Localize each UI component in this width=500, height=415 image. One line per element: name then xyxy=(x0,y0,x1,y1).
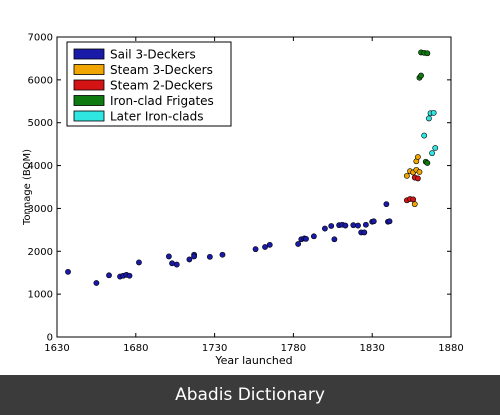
data-point xyxy=(219,251,226,258)
data-point xyxy=(426,115,432,122)
data-point xyxy=(424,160,431,166)
scatter-chart: 0 1000 2000 3000 4000 5000 6000 7000 1630 1680 17… xyxy=(22,33,464,368)
x-axis-label: Year launched xyxy=(214,354,292,367)
y-tick-label: 7000 xyxy=(28,33,53,44)
y-tick-label: 1000 xyxy=(28,290,53,301)
data-points xyxy=(65,49,439,286)
data-point xyxy=(415,154,421,160)
data-point xyxy=(191,253,198,260)
data-point xyxy=(331,236,338,243)
y-tick-label: 5000 xyxy=(28,118,53,129)
y-axis-label: Tonnage (BOM) xyxy=(22,149,33,226)
legend-swatch xyxy=(73,95,105,106)
data-point xyxy=(430,109,437,116)
data-point xyxy=(310,233,317,240)
legend-label: Iron-clad Frigates xyxy=(110,94,214,108)
legend-label: Steam 3-Deckers xyxy=(110,63,213,77)
x-tick-label: 1730 xyxy=(202,343,227,354)
x-tick-label: 1880 xyxy=(438,343,463,354)
x-tick-label: 1680 xyxy=(123,343,148,354)
y-axis: 0 1000 2000 3000 4000 5000 6000 7000 xyxy=(28,33,451,344)
y-tick-label: 4000 xyxy=(28,161,53,172)
data-point xyxy=(136,259,142,266)
data-point xyxy=(424,50,431,57)
data-point xyxy=(262,244,268,250)
data-point xyxy=(342,222,349,229)
x-axis: 1630 1680 1730 1780 1830 1880 xyxy=(44,37,464,354)
legend-swatch xyxy=(73,48,105,60)
legend-label: Later Iron-clads xyxy=(110,110,204,124)
data-point xyxy=(169,260,175,267)
data-point xyxy=(126,272,133,279)
data-point xyxy=(328,223,335,229)
data-point xyxy=(418,72,424,79)
data-point xyxy=(416,169,423,175)
data-point xyxy=(350,222,357,229)
legend-label: Sail 3-Deckers xyxy=(110,48,196,62)
data-point xyxy=(370,218,377,225)
data-point xyxy=(421,132,428,139)
data-point xyxy=(361,229,368,236)
data-point xyxy=(206,253,213,260)
data-point xyxy=(386,218,393,225)
x-tick-label: 1780 xyxy=(281,343,306,354)
data-point xyxy=(415,175,421,182)
y-tick-label: 3000 xyxy=(28,204,53,215)
footer-banner: Abadis Dictionary xyxy=(0,375,500,415)
data-point xyxy=(303,235,309,242)
data-point xyxy=(411,201,418,208)
data-point xyxy=(362,221,369,228)
data-point xyxy=(106,272,112,279)
data-point xyxy=(432,145,439,151)
y-tick-label: 6000 xyxy=(28,75,53,86)
data-point xyxy=(186,256,193,263)
data-point xyxy=(173,261,180,268)
data-point xyxy=(252,246,259,253)
data-point xyxy=(266,241,273,248)
legend-swatch xyxy=(73,110,105,122)
data-point xyxy=(410,196,417,203)
data-point xyxy=(322,225,328,232)
legend-swatch xyxy=(73,64,105,75)
data-point xyxy=(165,253,172,260)
data-point xyxy=(65,268,71,275)
data-point xyxy=(403,172,410,179)
y-tick-label: 2000 xyxy=(28,247,53,258)
data-point xyxy=(93,280,100,286)
x-tick-label: 1830 xyxy=(359,343,384,354)
legend-swatch xyxy=(73,79,105,91)
y-tick-label: 0 xyxy=(47,333,53,344)
data-point xyxy=(355,222,361,229)
x-tick-label: 1630 xyxy=(44,343,69,354)
data-point xyxy=(383,201,390,208)
footer-label: Abadis Dictionary xyxy=(175,385,325,405)
legend-label: Steam 2-Deckers xyxy=(110,79,213,93)
data-point xyxy=(429,150,435,157)
data-point xyxy=(295,241,302,247)
